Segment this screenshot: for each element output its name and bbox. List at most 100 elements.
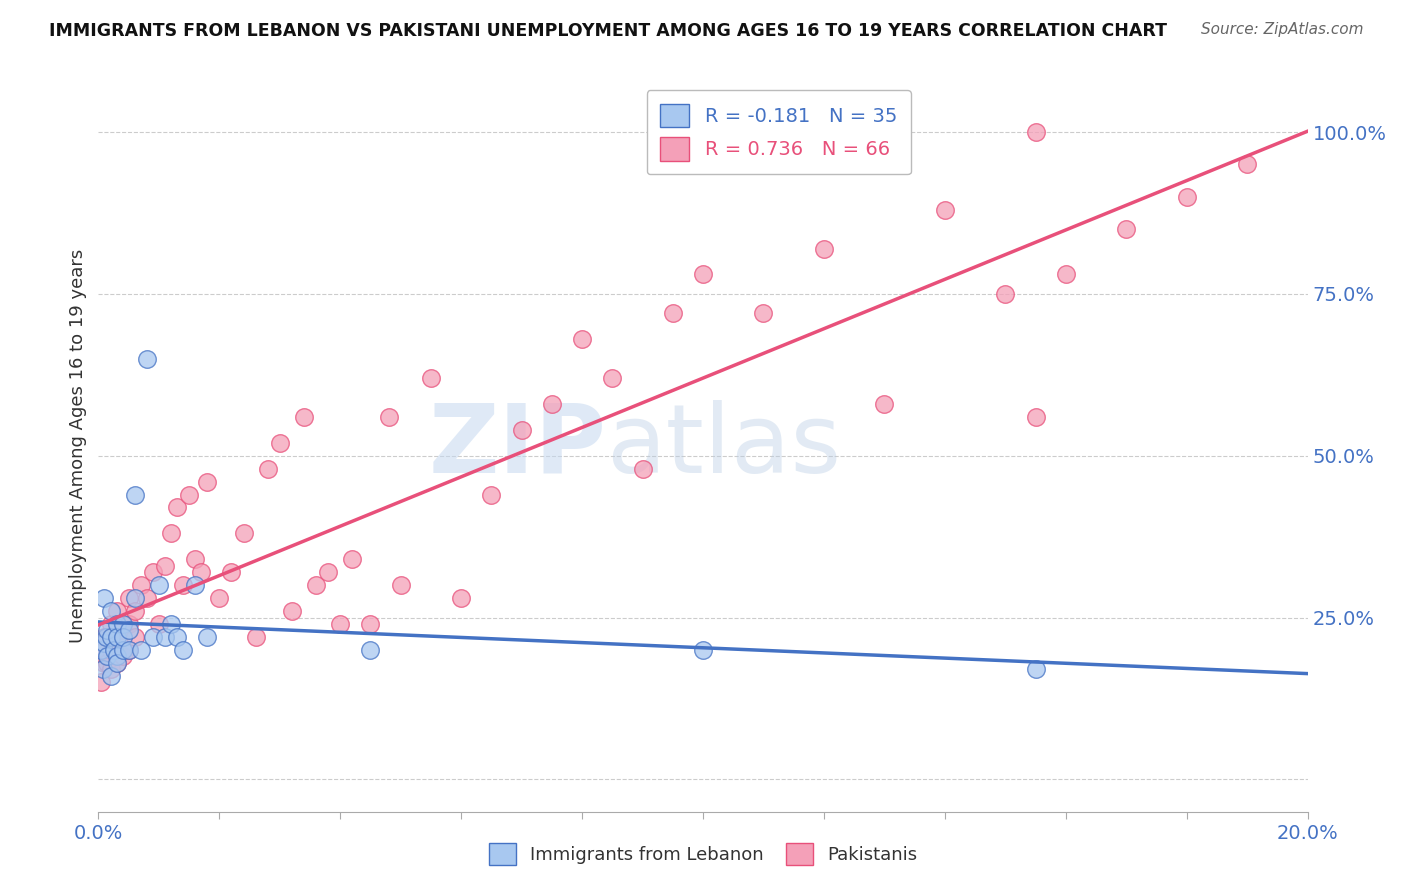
Point bbox=[124, 630, 146, 644]
Point bbox=[1236, 157, 1258, 171]
Point bbox=[100, 617, 122, 632]
Point bbox=[124, 591, 146, 606]
Point bbox=[195, 475, 218, 489]
Point bbox=[179, 487, 201, 501]
Point bbox=[510, 423, 533, 437]
Point bbox=[105, 604, 128, 618]
Point bbox=[100, 669, 122, 683]
Point bbox=[96, 630, 118, 644]
Point bbox=[166, 630, 188, 644]
Point bbox=[160, 526, 183, 541]
Point bbox=[103, 643, 125, 657]
Point bbox=[94, 630, 117, 644]
Point bbox=[111, 649, 134, 664]
Point bbox=[148, 578, 170, 592]
Point bbox=[105, 630, 128, 644]
Point bbox=[105, 649, 128, 664]
Point bbox=[934, 202, 956, 217]
Point bbox=[1054, 268, 1077, 282]
Point bbox=[172, 578, 194, 592]
Legend: R = -0.181   N = 35, R = 0.736   N = 66: R = -0.181 N = 35, R = 0.736 N = 66 bbox=[647, 90, 911, 175]
Point bbox=[135, 591, 157, 606]
Point bbox=[90, 675, 112, 690]
Point bbox=[377, 409, 399, 424]
Point bbox=[184, 552, 207, 566]
Point bbox=[172, 643, 194, 657]
Point bbox=[111, 624, 134, 638]
Point bbox=[96, 624, 118, 638]
Point bbox=[118, 643, 141, 657]
Point bbox=[813, 242, 835, 256]
Point bbox=[389, 578, 412, 592]
Point bbox=[105, 656, 128, 670]
Point bbox=[221, 566, 243, 580]
Point bbox=[96, 656, 118, 670]
Text: Source: ZipAtlas.com: Source: ZipAtlas.com bbox=[1201, 22, 1364, 37]
Point bbox=[329, 617, 352, 632]
Point bbox=[96, 649, 118, 664]
Point bbox=[105, 656, 128, 670]
Point bbox=[118, 591, 141, 606]
Point bbox=[100, 630, 122, 644]
Point bbox=[661, 306, 683, 320]
Point bbox=[111, 643, 134, 657]
Point bbox=[129, 643, 152, 657]
Point bbox=[100, 662, 122, 676]
Y-axis label: Unemployment Among Ages 16 to 19 years: Unemployment Among Ages 16 to 19 years bbox=[69, 249, 87, 643]
Point bbox=[118, 624, 141, 638]
Point bbox=[420, 371, 443, 385]
Point bbox=[93, 656, 115, 670]
Point bbox=[93, 591, 115, 606]
Point bbox=[342, 552, 364, 566]
Text: IMMIGRANTS FROM LEBANON VS PAKISTANI UNEMPLOYMENT AMONG AGES 16 TO 19 YEARS CORR: IMMIGRANTS FROM LEBANON VS PAKISTANI UNE… bbox=[49, 22, 1167, 40]
Point bbox=[360, 617, 382, 632]
Point bbox=[873, 397, 896, 411]
Point bbox=[450, 591, 472, 606]
Point bbox=[208, 591, 231, 606]
Point bbox=[256, 461, 278, 475]
Point bbox=[1115, 222, 1137, 236]
Point bbox=[90, 643, 112, 657]
Point bbox=[118, 643, 141, 657]
Point bbox=[481, 487, 503, 501]
Point bbox=[631, 461, 654, 475]
Point bbox=[93, 630, 115, 644]
Point bbox=[100, 604, 122, 618]
Point bbox=[93, 636, 115, 650]
Point bbox=[360, 643, 382, 657]
Point bbox=[190, 566, 212, 580]
Point bbox=[129, 578, 152, 592]
Point bbox=[153, 558, 176, 573]
Point bbox=[100, 643, 122, 657]
Point bbox=[994, 286, 1017, 301]
Point bbox=[184, 578, 207, 592]
Point bbox=[124, 604, 146, 618]
Point bbox=[1024, 125, 1046, 139]
Point bbox=[118, 617, 141, 632]
Text: atlas: atlas bbox=[606, 400, 841, 492]
Point bbox=[245, 630, 267, 644]
Point bbox=[602, 371, 624, 385]
Point bbox=[1175, 190, 1198, 204]
Point bbox=[111, 617, 134, 632]
Point bbox=[571, 332, 593, 346]
Point bbox=[105, 630, 128, 644]
Point bbox=[281, 604, 304, 618]
Point bbox=[105, 617, 128, 632]
Point bbox=[91, 662, 114, 676]
Point bbox=[166, 500, 188, 515]
Point bbox=[232, 526, 254, 541]
Point bbox=[316, 566, 339, 580]
Legend: Immigrants from Lebanon, Pakistanis: Immigrants from Lebanon, Pakistanis bbox=[481, 836, 925, 872]
Point bbox=[692, 268, 714, 282]
Point bbox=[135, 351, 157, 366]
Point bbox=[292, 409, 315, 424]
Point bbox=[540, 397, 562, 411]
Point bbox=[111, 630, 134, 644]
Point bbox=[142, 630, 165, 644]
Point bbox=[153, 630, 176, 644]
Point bbox=[142, 566, 165, 580]
Point bbox=[1024, 409, 1046, 424]
Point bbox=[305, 578, 328, 592]
Point bbox=[93, 643, 115, 657]
